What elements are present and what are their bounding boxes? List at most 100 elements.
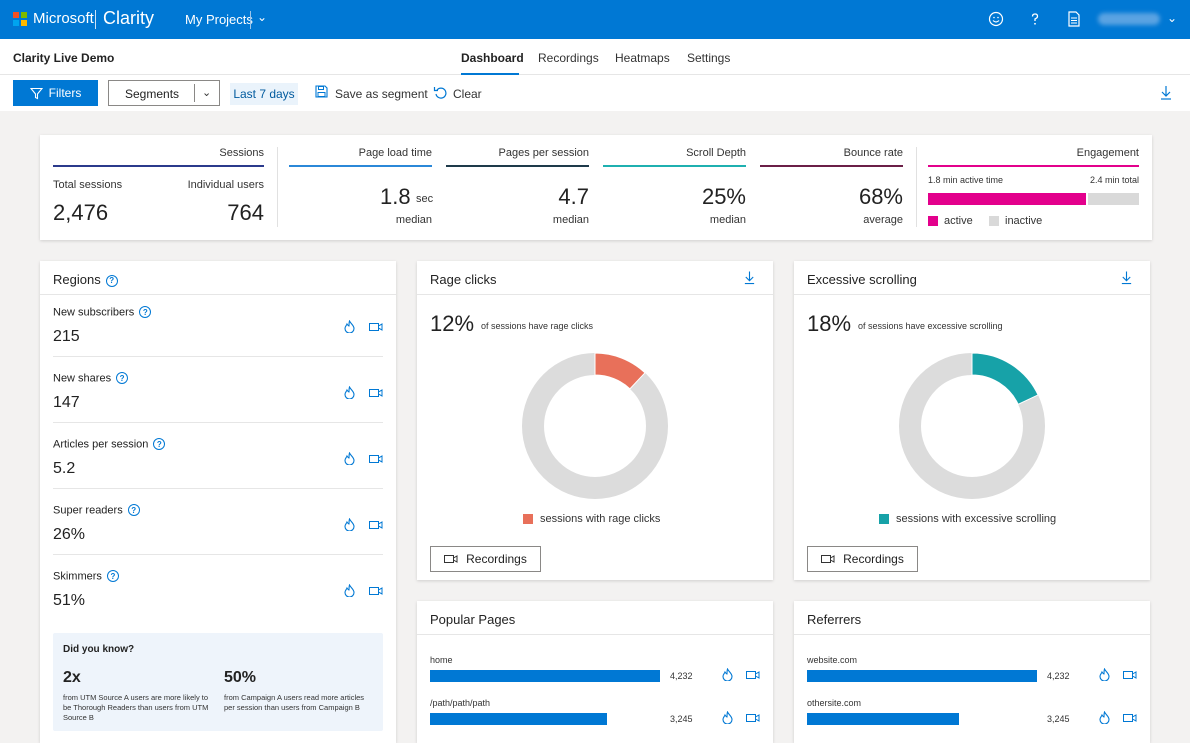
inactive-legend-swatch bbox=[989, 216, 999, 226]
row-label: home bbox=[430, 655, 453, 665]
chevron-down-icon[interactable]: ⌄ bbox=[202, 87, 212, 99]
region-label-text: Super readers bbox=[53, 504, 123, 517]
row-divider bbox=[53, 488, 383, 489]
download-icon[interactable] bbox=[1159, 85, 1173, 100]
projects-chevron-down-icon[interactable]: ⌄ bbox=[257, 10, 268, 24]
regions-title-text: Regions bbox=[53, 272, 101, 287]
heatmap-icon[interactable] bbox=[722, 710, 733, 727]
tab-dashboard[interactable]: Dashboard bbox=[461, 51, 524, 65]
help-icon[interactable]: ? bbox=[153, 438, 166, 450]
date-range-button[interactable]: Last 7 days bbox=[230, 83, 298, 105]
heatmap-icon[interactable] bbox=[1099, 667, 1110, 684]
donut-track bbox=[522, 353, 668, 499]
video-icon bbox=[821, 555, 835, 563]
scroll-depth-header: Scroll Depth bbox=[603, 147, 746, 167]
video-icon[interactable] bbox=[369, 519, 383, 533]
my-projects-link[interactable]: My Projects bbox=[185, 12, 253, 27]
legend-label: sessions with excessive scrolling bbox=[896, 513, 1057, 525]
region-row: New subscribers? 215 bbox=[40, 295, 396, 361]
active-legend-swatch bbox=[928, 216, 938, 226]
fact-text: from UTM Source A users are more likely … bbox=[63, 693, 209, 722]
active-time-label: 1.8 min active time bbox=[928, 175, 1004, 185]
row-divider bbox=[53, 422, 383, 423]
pages-per-session-sub: median bbox=[552, 214, 589, 226]
rage-clicks-title: Rage clicks bbox=[430, 272, 497, 287]
rage-recordings-button[interactable]: Recordings bbox=[430, 546, 541, 572]
row-value: 4,232 bbox=[670, 671, 693, 681]
heatmap-icon[interactable] bbox=[344, 517, 355, 534]
region-label: New subscribers? bbox=[53, 306, 152, 319]
help-icon[interactable] bbox=[1025, 9, 1045, 29]
video-icon[interactable] bbox=[1123, 669, 1137, 683]
video-icon[interactable] bbox=[369, 453, 383, 467]
heatmap-icon[interactable] bbox=[1099, 710, 1110, 727]
region-value: 215 bbox=[53, 328, 80, 345]
row-bar bbox=[807, 670, 1037, 682]
filters-button[interactable]: Filters bbox=[13, 80, 98, 106]
video-icon[interactable] bbox=[369, 387, 383, 401]
app-name[interactable]: Clarity bbox=[103, 8, 155, 28]
row-value: 4,232 bbox=[1047, 671, 1070, 681]
save-as-segment-button[interactable]: Save as segment bbox=[335, 87, 428, 101]
segments-dropdown[interactable]: Segments ⌄ bbox=[108, 80, 220, 106]
bar-row: othersite.com 3,245 bbox=[794, 696, 1150, 736]
page-load-unit: sec bbox=[416, 193, 434, 205]
region-label-text: New shares bbox=[53, 372, 112, 385]
region-label: New shares? bbox=[53, 372, 129, 385]
project-name: Clarity Live Demo bbox=[13, 51, 115, 65]
user-account-name[interactable] bbox=[1098, 13, 1160, 25]
video-icon[interactable] bbox=[369, 585, 383, 599]
download-icon[interactable] bbox=[743, 270, 756, 285]
save-icon[interactable] bbox=[315, 85, 328, 98]
region-label-text: Articles per session bbox=[53, 438, 149, 451]
tab-recordings[interactable]: Recordings bbox=[538, 51, 599, 65]
undo-icon[interactable] bbox=[433, 85, 447, 99]
legend-label: sessions with rage clicks bbox=[540, 513, 661, 525]
card-divider bbox=[794, 294, 1150, 295]
metric-divider bbox=[916, 147, 917, 227]
card-divider bbox=[417, 634, 773, 635]
tab-heatmaps[interactable]: Heatmaps bbox=[615, 51, 670, 65]
scroll-depth-title: Scroll Depth bbox=[686, 147, 746, 159]
video-icon[interactable] bbox=[369, 321, 383, 335]
page-load-sub: median bbox=[395, 214, 432, 226]
heatmap-icon[interactable] bbox=[344, 319, 355, 336]
video-icon[interactable] bbox=[1123, 712, 1137, 726]
legend-swatch bbox=[523, 514, 533, 524]
video-icon[interactable] bbox=[746, 712, 760, 726]
help-icon[interactable]: ? bbox=[116, 372, 129, 384]
region-label-text: Skimmers bbox=[53, 570, 102, 583]
help-icon[interactable]: ? bbox=[127, 504, 140, 516]
scroll-recordings-button[interactable]: Recordings bbox=[807, 546, 918, 572]
smiley-icon[interactable] bbox=[986, 9, 1006, 29]
donut-segment[interactable] bbox=[971, 352, 1039, 405]
region-label: Articles per session? bbox=[53, 438, 166, 451]
heatmap-icon[interactable] bbox=[344, 451, 355, 468]
document-icon[interactable] bbox=[1064, 9, 1084, 29]
account-chevron-down-icon[interactable]: ⌄ bbox=[1167, 11, 1178, 25]
card-divider bbox=[417, 294, 773, 295]
clear-button[interactable]: Clear bbox=[453, 87, 482, 101]
heatmap-icon[interactable] bbox=[344, 385, 355, 402]
bar-row: website.com 4,232 bbox=[794, 653, 1150, 693]
tab-settings[interactable]: Settings bbox=[687, 51, 731, 65]
help-icon[interactable]: ? bbox=[139, 306, 152, 318]
filter-toolbar: Filters Segments ⌄ Last 7 days Save as s… bbox=[0, 75, 1190, 111]
engagement-header: Engagement bbox=[928, 147, 1139, 167]
bar-row: /path/path/path 3,245 bbox=[417, 696, 773, 736]
legend-swatch bbox=[879, 514, 889, 524]
heatmap-icon[interactable] bbox=[344, 583, 355, 600]
region-label: Super readers? bbox=[53, 504, 140, 517]
did-you-know-box: Did you know? 2x from UTM Source A users… bbox=[53, 633, 383, 731]
rage-clicks-percent: 12% bbox=[430, 311, 475, 336]
metrics-card: Sessions Total sessions 2,476 Individual… bbox=[40, 135, 1152, 240]
brand-divider bbox=[95, 10, 96, 29]
heatmap-icon[interactable] bbox=[722, 667, 733, 684]
donut-segment[interactable] bbox=[594, 352, 646, 390]
help-icon[interactable]: ? bbox=[106, 570, 119, 582]
help-icon[interactable]: ? bbox=[105, 274, 118, 287]
video-icon[interactable] bbox=[746, 669, 760, 683]
video-icon bbox=[444, 555, 458, 563]
rage-clicks-legend: sessions with rage clicks bbox=[523, 513, 660, 525]
download-icon[interactable] bbox=[1120, 270, 1133, 285]
